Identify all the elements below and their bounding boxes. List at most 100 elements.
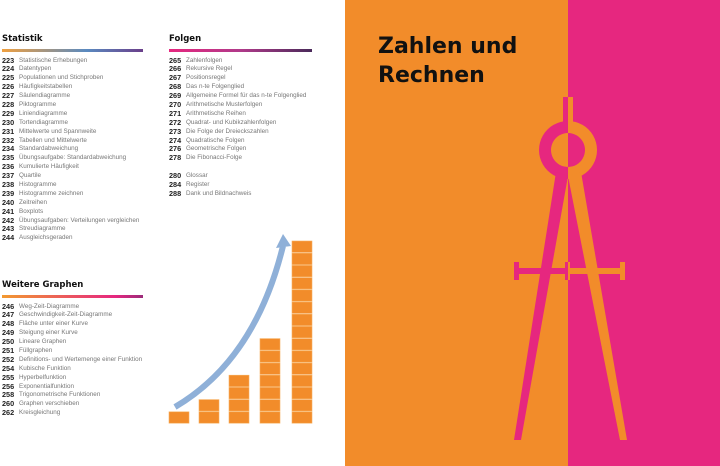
toc-entry[interactable]: 244 Ausgleichsgeraden bbox=[2, 233, 143, 243]
toc-entry[interactable]: 270 Arithmetische Musterfolgen bbox=[169, 100, 312, 110]
toc-entry[interactable]: 234 Standardabweichung bbox=[2, 145, 143, 154]
toc-entry[interactable]: 235 Übungsaufgabe: Standardabweichung bbox=[2, 153, 143, 163]
page-number: 276 bbox=[169, 144, 182, 154]
toc-entry[interactable]: 280 Glossar bbox=[169, 171, 312, 181]
cube bbox=[291, 374, 313, 387]
page-number: 255 bbox=[2, 372, 15, 382]
toc-entry[interactable]: 225 Populationen und Stichproben bbox=[2, 73, 143, 83]
entry-title: Exponentialfunktion bbox=[19, 382, 74, 390]
page-number: 284 bbox=[169, 179, 182, 189]
page-number: 248 bbox=[2, 319, 15, 329]
entry-title: Glossar bbox=[186, 172, 208, 180]
cube bbox=[198, 411, 220, 424]
toc-entry[interactable]: 229 Liniendiagramme bbox=[2, 109, 143, 119]
toc-entry[interactable]: 227 Säulendiagramme bbox=[2, 91, 143, 101]
cube bbox=[259, 399, 281, 412]
toc-entry[interactable]: 248 Fläche unter einer Kurve bbox=[2, 319, 143, 329]
cube bbox=[228, 374, 250, 387]
toc-entry[interactable]: 268 Das n-te Folgenglied bbox=[169, 82, 312, 92]
cube-column bbox=[198, 399, 220, 424]
page-number: 235 bbox=[2, 153, 15, 163]
section-weitere-graphen: Weitere Graphen 246 Weg-Zeit-Diagramme 247… bbox=[2, 280, 143, 418]
cube bbox=[291, 326, 313, 339]
entry-title: Arithmetische Reihen bbox=[186, 109, 246, 117]
page-number: 241 bbox=[2, 206, 15, 216]
toc-entry[interactable]: 276 Geometrische Folgen bbox=[169, 145, 312, 154]
page-number: 232 bbox=[2, 135, 15, 145]
toc-entry[interactable]: 273 Die Folge der Dreieckszahlen bbox=[169, 126, 312, 137]
toc-entry[interactable]: 266 Rekursive Regel bbox=[169, 64, 312, 74]
page-number: 234 bbox=[2, 144, 15, 154]
cube bbox=[291, 252, 313, 265]
section-heading: Folgen bbox=[169, 34, 202, 44]
toc-entry[interactable]: 265 Zahlenfolgen bbox=[169, 55, 312, 66]
toc-entry[interactable]: 271 Arithmetische Reihen bbox=[169, 109, 312, 119]
toc-entry[interactable]: 255 Hyperbelfunktion bbox=[2, 372, 143, 383]
toc-entry[interactable]: 246 Weg-Zeit-Diagramme bbox=[2, 302, 143, 312]
page-number: 237 bbox=[2, 171, 15, 181]
cube bbox=[291, 362, 313, 375]
entry-title: Häufigkeitstabellen bbox=[19, 83, 73, 91]
toc-entry[interactable]: 231 Mittelwerte und Spannweite bbox=[2, 127, 143, 137]
toc-entry[interactable]: 249 Steigung einer Kurve bbox=[2, 328, 143, 338]
entry-title: Zahlenfolgen bbox=[186, 56, 223, 64]
toc-entry[interactable]: 237 Quartile bbox=[2, 171, 143, 181]
toc-entry[interactable]: 240 Zeitreihen bbox=[2, 198, 143, 208]
page-number: 251 bbox=[2, 345, 15, 355]
entry-title: Kreisgleichung bbox=[19, 409, 61, 417]
entry-title: Übungsaufgaben: Verteilungen vergleichen bbox=[19, 216, 140, 224]
page-number: 265 bbox=[169, 55, 182, 65]
toc-entry[interactable]: 274 Quadratische Folgen bbox=[169, 136, 312, 146]
toc-entry[interactable]: 228 Piktogramme bbox=[2, 99, 143, 110]
toc-entry[interactable]: 269 Allgemeine Formel für das n-te Folgen… bbox=[169, 91, 312, 101]
entry-title: Liniendiagramme bbox=[19, 109, 68, 117]
toc-entry[interactable]: 243 Streudiagramme bbox=[2, 225, 143, 234]
page-number: 252 bbox=[2, 354, 15, 364]
entry-title: Kumulierte Häufigkeit bbox=[19, 163, 79, 171]
toc-entry[interactable]: 262 Kreisgleichung bbox=[2, 408, 143, 418]
page-number: 228 bbox=[2, 99, 15, 109]
toc-entry[interactable]: 284 Register bbox=[169, 179, 312, 190]
entry-title: Hyperbelfunktion bbox=[19, 373, 67, 381]
toc-entry[interactable]: 272 Quadrat- und Kubikzahlenfolgen bbox=[169, 118, 312, 128]
toc-entry[interactable]: 252 Definitions- und Wertemenge einer Fun… bbox=[2, 354, 143, 365]
section-folgen: Folgen 265 Zahlenfolgen 266 Rekursive Regel… bbox=[169, 34, 312, 199]
toc-entry[interactable]: 236 Kumulierte Häufigkeit bbox=[2, 162, 143, 172]
toc-entry[interactable]: 260 Graphen verschieben bbox=[2, 399, 143, 409]
title-line: Rechnen bbox=[378, 63, 485, 88]
cube bbox=[291, 350, 313, 363]
cube bbox=[291, 301, 313, 314]
entry-title: Histogramme zeichnen bbox=[19, 189, 84, 197]
toc-entry[interactable]: 242 Übungsaufgaben: Verteilungen vergleic… bbox=[2, 215, 143, 226]
page-number: 249 bbox=[2, 328, 15, 338]
toc-entry[interactable]: 226 Häufigkeitstabellen bbox=[2, 82, 143, 92]
left-page bbox=[0, 0, 345, 466]
toc-entry[interactable]: 258 Trigonometrische Funktionen bbox=[2, 391, 143, 400]
toc-entry[interactable]: 250 Lineare Graphen bbox=[2, 337, 143, 347]
toc-entry[interactable]: 239 Histogramme zeichnen bbox=[2, 189, 143, 199]
page-number: 242 bbox=[2, 215, 15, 225]
toc-entry[interactable]: 267 Positionsregel bbox=[169, 73, 312, 83]
toc-entry[interactable]: 223 Statistische Erhebungen bbox=[2, 56, 143, 66]
entry-title: Dank und Bildnachweis bbox=[186, 189, 252, 197]
toc-entry[interactable]: 232 Tabellen und Mittelwerte bbox=[2, 135, 143, 146]
cube bbox=[259, 338, 281, 351]
growth-arrow bbox=[173, 245, 286, 410]
entry-title: Lineare Graphen bbox=[19, 338, 67, 346]
toc-entry[interactable]: 238 Histogramme bbox=[2, 180, 143, 190]
toc-entry[interactable]: 256 Exponentialfunktion bbox=[2, 382, 143, 392]
toc-entry[interactable]: 288 Dank und Bildnachweis bbox=[169, 189, 312, 199]
toc-entry[interactable]: 251 Füllgraphen bbox=[2, 345, 143, 356]
toc-entry[interactable]: 254 Kubische Funktion bbox=[2, 364, 143, 374]
page-number: 273 bbox=[169, 126, 182, 136]
toc-entry[interactable]: 278 Die Fibonacci-Folge bbox=[169, 153, 312, 163]
toc-entry[interactable]: 230 Tortendiagramme bbox=[2, 118, 143, 128]
toc-entry[interactable]: 241 Boxplots bbox=[2, 206, 143, 217]
cube bbox=[259, 350, 281, 363]
entry-title: Positionsregel bbox=[186, 74, 226, 82]
toc-entry[interactable]: 247 Geschwindigkeit-Zeit-Diagramme bbox=[2, 310, 143, 320]
toc-entry[interactable]: 224 Datentypen bbox=[2, 64, 143, 74]
entry-title: Boxplots bbox=[19, 207, 44, 215]
